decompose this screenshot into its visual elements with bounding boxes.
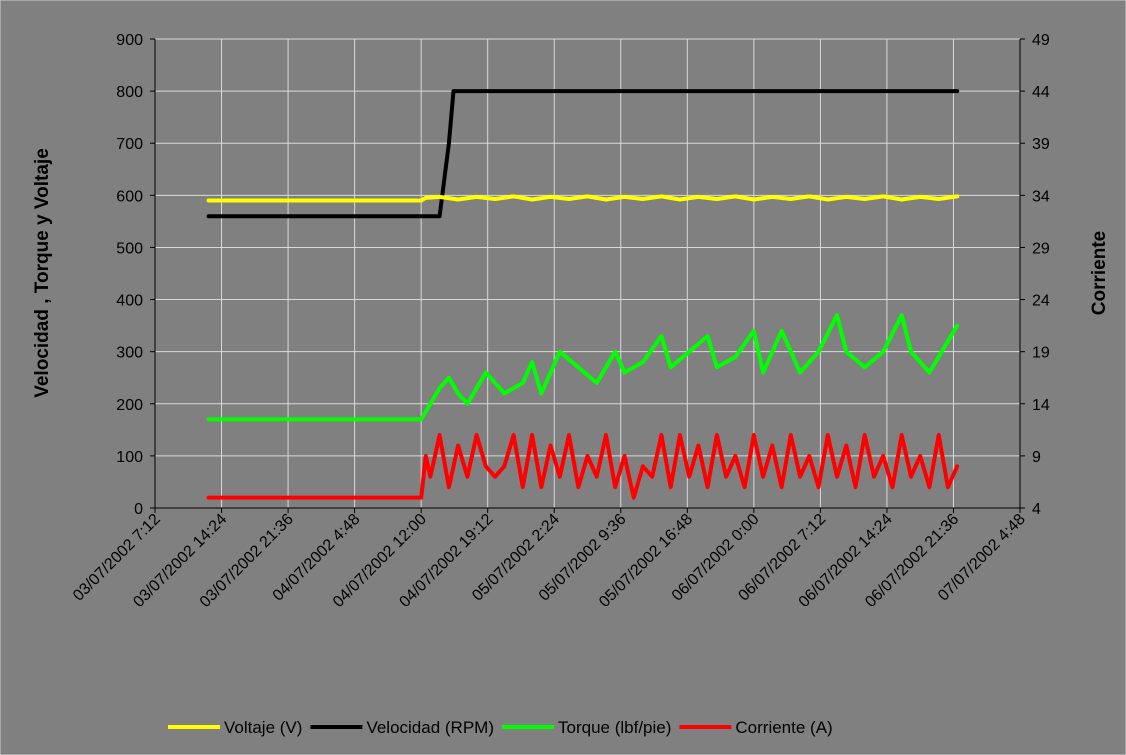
y-tick-label: 100 — [116, 449, 143, 466]
y2-tick-label: 49 — [1032, 32, 1050, 49]
y2-tick-label: 39 — [1032, 136, 1050, 153]
y2-tick-label: 14 — [1032, 397, 1050, 414]
y-tick-label: 800 — [116, 84, 143, 101]
y2-tick-label: 9 — [1032, 449, 1041, 466]
series-line-torque-lbf-pie — [206, 313, 960, 422]
y-tick-label: 700 — [116, 136, 143, 153]
legend-label: Velocidad (RPM) — [366, 718, 494, 737]
y-tick-label: 900 — [116, 32, 143, 49]
y-tick-label: 400 — [116, 293, 143, 310]
y-tick-label: 0 — [134, 501, 143, 518]
y-tick-label: 200 — [116, 397, 143, 414]
series-line-velocidad-rpm — [206, 89, 960, 219]
y-tick-label: 600 — [116, 188, 143, 205]
legend-label: Torque (lbf/pie) — [558, 718, 671, 737]
series-layer — [206, 89, 960, 500]
y2-tick-label: 34 — [1032, 188, 1050, 205]
series-line-voltaje-v — [206, 194, 960, 203]
legend-label: Corriente (A) — [735, 718, 832, 737]
y2-axis-title: Corriente — [1089, 231, 1110, 315]
y2-tick-label: 44 — [1032, 84, 1050, 101]
y-axis-title: Velocidad , Torque y Voltaje — [32, 148, 53, 398]
y-tick-label: 500 — [116, 240, 143, 257]
series-line-corriente-a — [206, 433, 960, 500]
y-tick-label: 300 — [116, 345, 143, 362]
legend: Voltaje (V) Velocidad (RPM) Torque (lbf/pi… — [168, 718, 833, 737]
y2-tick-label: 19 — [1032, 345, 1050, 362]
axes — [150, 38, 1025, 513]
y2-tick-label: 24 — [1032, 293, 1050, 310]
legend-label: Voltaje (V) — [224, 718, 302, 737]
y2-tick-label: 29 — [1032, 240, 1050, 257]
y2-tick-label: 4 — [1032, 501, 1041, 518]
